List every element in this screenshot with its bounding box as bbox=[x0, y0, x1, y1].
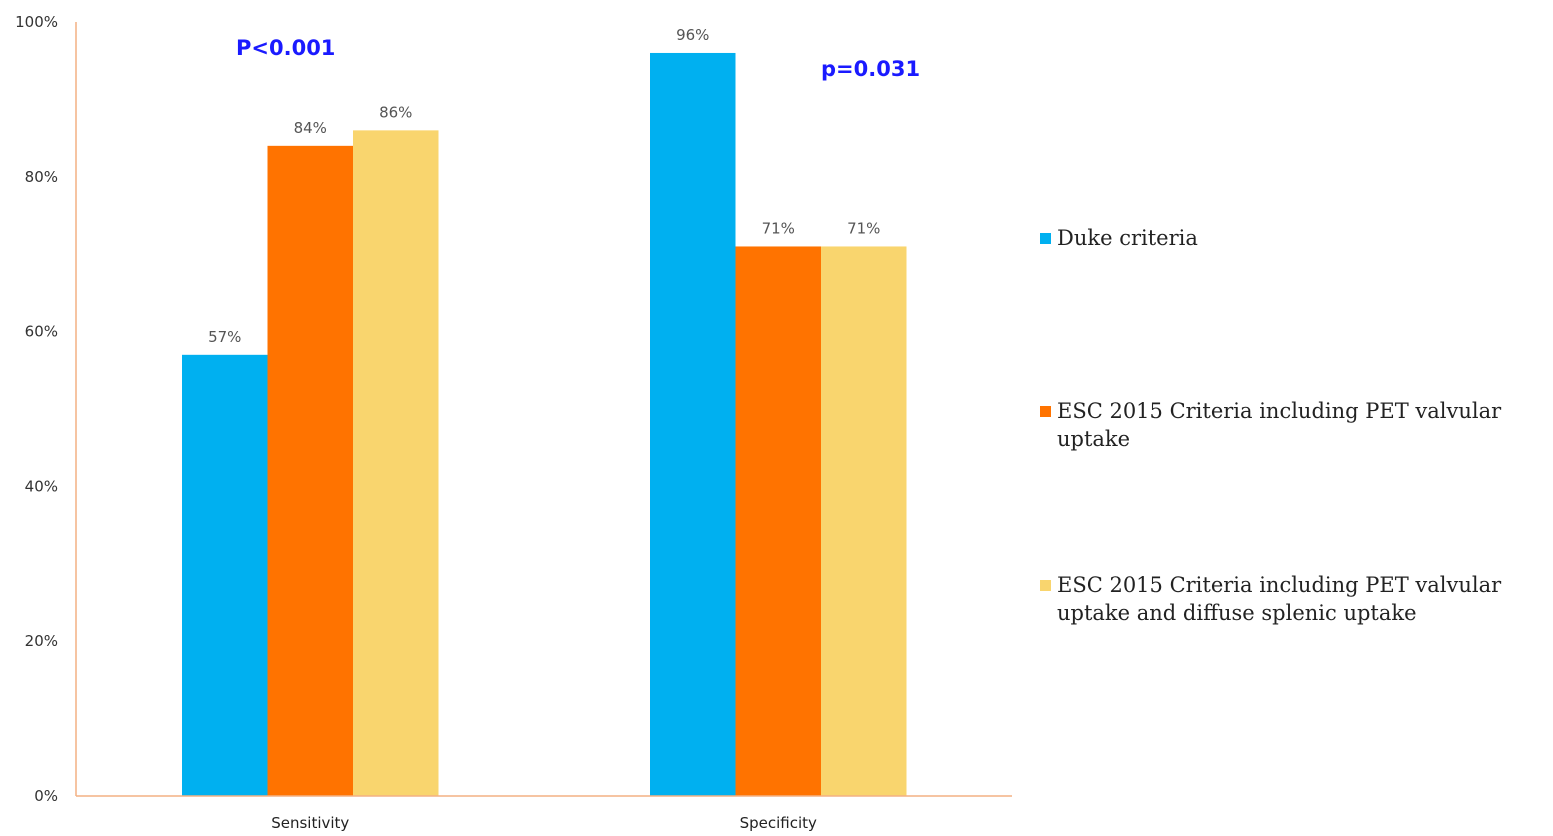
data-label: 86% bbox=[379, 103, 412, 121]
data-labels: 57% 84% 86% 96% 71% 71% bbox=[208, 26, 880, 346]
legend-swatch-esc-pet bbox=[1040, 406, 1051, 417]
legend-item-duke: Duke criteria bbox=[1040, 224, 1547, 252]
data-label: 84% bbox=[294, 119, 327, 137]
x-category-label: Specificity bbox=[740, 814, 817, 832]
y-tick-label: 40% bbox=[25, 477, 58, 495]
bar bbox=[267, 145, 353, 797]
legend-item-esc-pet: ESC 2015 Criteria including PET valvular… bbox=[1040, 397, 1547, 453]
bar bbox=[650, 52, 736, 796]
y-tick-label: 100% bbox=[15, 13, 58, 31]
legend-label-duke: Duke criteria bbox=[1057, 226, 1198, 250]
bar bbox=[735, 246, 821, 796]
p-value-sensitivity: P<0.001 bbox=[236, 36, 335, 60]
legend-swatch-duke bbox=[1040, 233, 1051, 244]
y-tick-label: 20% bbox=[25, 632, 58, 650]
legend-swatch-esc-pet-splenic bbox=[1040, 580, 1051, 591]
bar bbox=[182, 354, 268, 796]
legend-label-esc-pet-splenic: ESC 2015 Criteria including PET valvular… bbox=[1057, 573, 1502, 625]
data-label: 71% bbox=[847, 219, 880, 237]
x-category-label: Sensitivity bbox=[271, 814, 349, 832]
data-label: 96% bbox=[676, 26, 709, 44]
y-tick-label: 80% bbox=[25, 168, 58, 186]
bar bbox=[353, 130, 439, 797]
y-tick-label: 60% bbox=[25, 323, 58, 341]
legend-label-esc-pet: ESC 2015 Criteria including PET valvular… bbox=[1057, 399, 1502, 451]
y-tick-label: 0% bbox=[34, 787, 58, 805]
p-value-specificity: p=0.031 bbox=[821, 57, 920, 81]
legend-item-esc-pet-splenic: ESC 2015 Criteria including PET valvular… bbox=[1040, 571, 1547, 627]
data-label: 57% bbox=[208, 328, 241, 346]
category-labels: Sensitivity Specificity bbox=[271, 814, 817, 832]
y-axis-ticks: 0% 20% 40% 60% 80% 100% bbox=[15, 13, 58, 805]
bar bbox=[821, 246, 907, 796]
bars bbox=[182, 52, 907, 797]
data-label: 71% bbox=[762, 219, 795, 237]
